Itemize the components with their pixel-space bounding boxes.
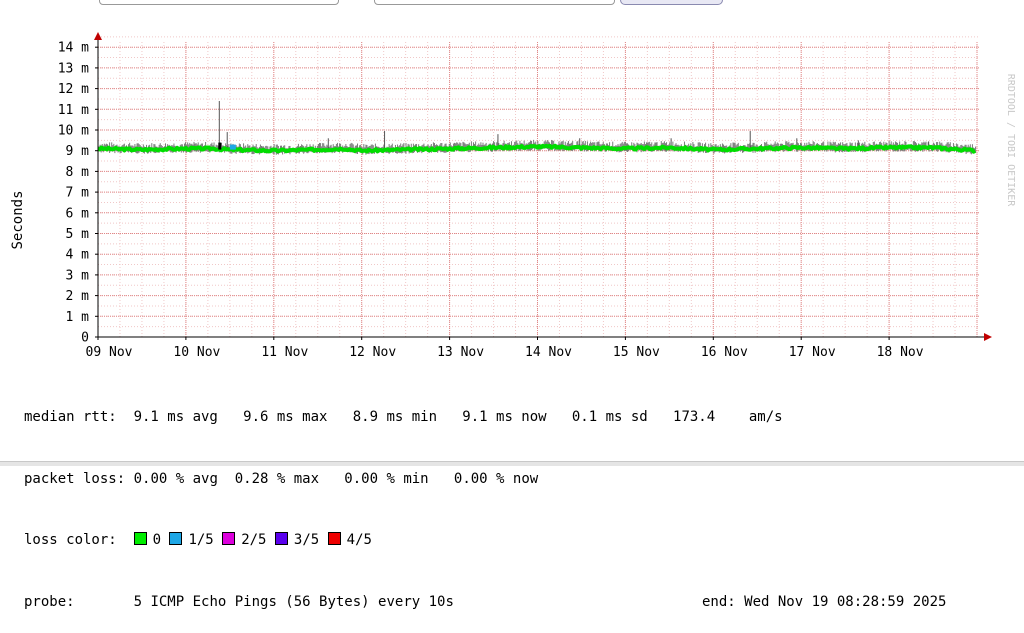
rtt-chart: 0 1 m 2 m 3 m 4 m 5 m 6 m 7 m 8 m 9 m 10 m 11 m 12 m… (10, 32, 1016, 360)
y-axis-title: Seconds (10, 190, 26, 249)
x-tick-label: 16 Nov (701, 345, 748, 360)
loss-color-swatch (327, 532, 341, 545)
loss-color-swatch (222, 532, 236, 545)
minor-grid (97, 36, 980, 338)
x-tick-label: 12 Nov (349, 345, 396, 360)
x-tick-label: 11 Nov (261, 345, 308, 360)
rrdtool-watermark: RRDTOOL / TOBI OETIKER (1005, 74, 1016, 207)
end-time-field[interactable] (374, 0, 615, 5)
loss-color-label: 4/5 (346, 532, 372, 548)
x-tick-label: 15 Nov (613, 345, 660, 360)
median-rtt-row: median rtt: 9.1 ms avg 9.6 ms max 8.9 ms… (24, 407, 783, 428)
x-tick-label: 13 Nov (437, 345, 484, 360)
loss-color-item: 3/5 (274, 532, 328, 548)
probe-label: probe: (24, 593, 75, 610)
loss-marker (229, 144, 236, 150)
loss-color-label: 3/5 (293, 532, 320, 548)
x-tick-labels: 09 Nov 10 Nov 11 Nov 12 Nov 13 Nov 14 Nov 15 N… (86, 345, 924, 360)
probe-row: probe: 5 ICMP Echo Pings (56 Bytes) ever… (24, 592, 946, 613)
y-tick-label: 1 m (66, 310, 90, 325)
loss-color-swatch (169, 532, 183, 545)
series-layer (97, 101, 977, 155)
y-tick-label: 12 m (58, 82, 89, 97)
loss-marker-dark (218, 142, 222, 150)
loss-color-label: 1/5 (188, 532, 214, 548)
y-axis-arrow (94, 32, 102, 40)
start-time-field[interactable] (99, 0, 339, 5)
y-tick-label: 10 m (58, 124, 89, 139)
packet-loss-row: packet loss: 0.00 % avg 0.28 % max 0.00 … (24, 469, 783, 490)
x-axis-arrow (984, 333, 992, 341)
median-rtt-values: 9.1 ms avg 9.6 ms max 8.9 ms min 9.1 ms … (133, 409, 783, 425)
page-bottom-rule (0, 461, 1024, 466)
loss-color-label: loss color: (24, 532, 117, 548)
loss-color-item: 4/5 (327, 532, 372, 548)
loss-color-swatch (133, 532, 147, 545)
y-tick-label: 9 m (66, 144, 90, 159)
x-tick-label: 17 Nov (789, 345, 836, 360)
loss-color-swatches: 0 1/5 2/5 3/5 4/5 (133, 532, 372, 548)
y-tick-label: 8 m (66, 165, 90, 180)
top-form-strip (0, 0, 1024, 6)
y-tick-label: 7 m (66, 186, 90, 201)
loss-color-label: 2/5 (241, 532, 267, 548)
x-tick-label: 18 Nov (877, 345, 924, 360)
loss-color-item: 1/5 (169, 532, 222, 548)
end-time-text: end: Wed Nov 19 08:28:59 2025 (702, 593, 947, 610)
x-tick-label: 09 Nov (86, 345, 133, 360)
y-tick-label: 0 (81, 331, 89, 346)
loss-color-item: 2/5 (222, 532, 275, 548)
major-grid (97, 42, 980, 338)
y-tick-label: 5 m (66, 227, 90, 242)
y-tick-label: 6 m (66, 206, 90, 221)
y-tick-label: 3 m (66, 268, 90, 283)
loss-color-row: loss color: 0 1/5 2/5 3/5 4/5 (24, 530, 783, 551)
x-tick-label: 10 Nov (173, 345, 220, 360)
legend: median rtt: 9.1 ms avg 9.6 ms max 8.9 ms… (24, 366, 946, 633)
median-rtt-label: median rtt: (24, 409, 117, 425)
median-rtt-line (97, 143, 977, 154)
y-tick-label: 2 m (66, 289, 90, 304)
y-tick-label: 13 m (58, 61, 89, 76)
y-tick-label: 11 m (58, 103, 89, 118)
packet-loss-label: packet loss: (24, 470, 126, 487)
loss-color-label: 0 (152, 532, 162, 548)
probe-value: 5 ICMP Echo Pings (56 Bytes) every 10s (133, 593, 454, 610)
x-tick-label: 14 Nov (525, 345, 572, 360)
y-tick-label: 14 m (58, 41, 89, 56)
y-tick-label: 4 m (66, 248, 90, 263)
loss-color-item: 0 (133, 532, 170, 548)
generate-button[interactable] (620, 0, 723, 5)
axes (94, 32, 992, 341)
y-tick-labels: 0 1 m 2 m 3 m 4 m 5 m 6 m 7 m 8 m 9 m 10 m 11 m 12 m… (58, 41, 89, 346)
packet-loss-values: 0.00 % avg 0.28 % max 0.00 % min 0.00 % … (133, 470, 539, 487)
loss-color-swatch (274, 532, 288, 545)
